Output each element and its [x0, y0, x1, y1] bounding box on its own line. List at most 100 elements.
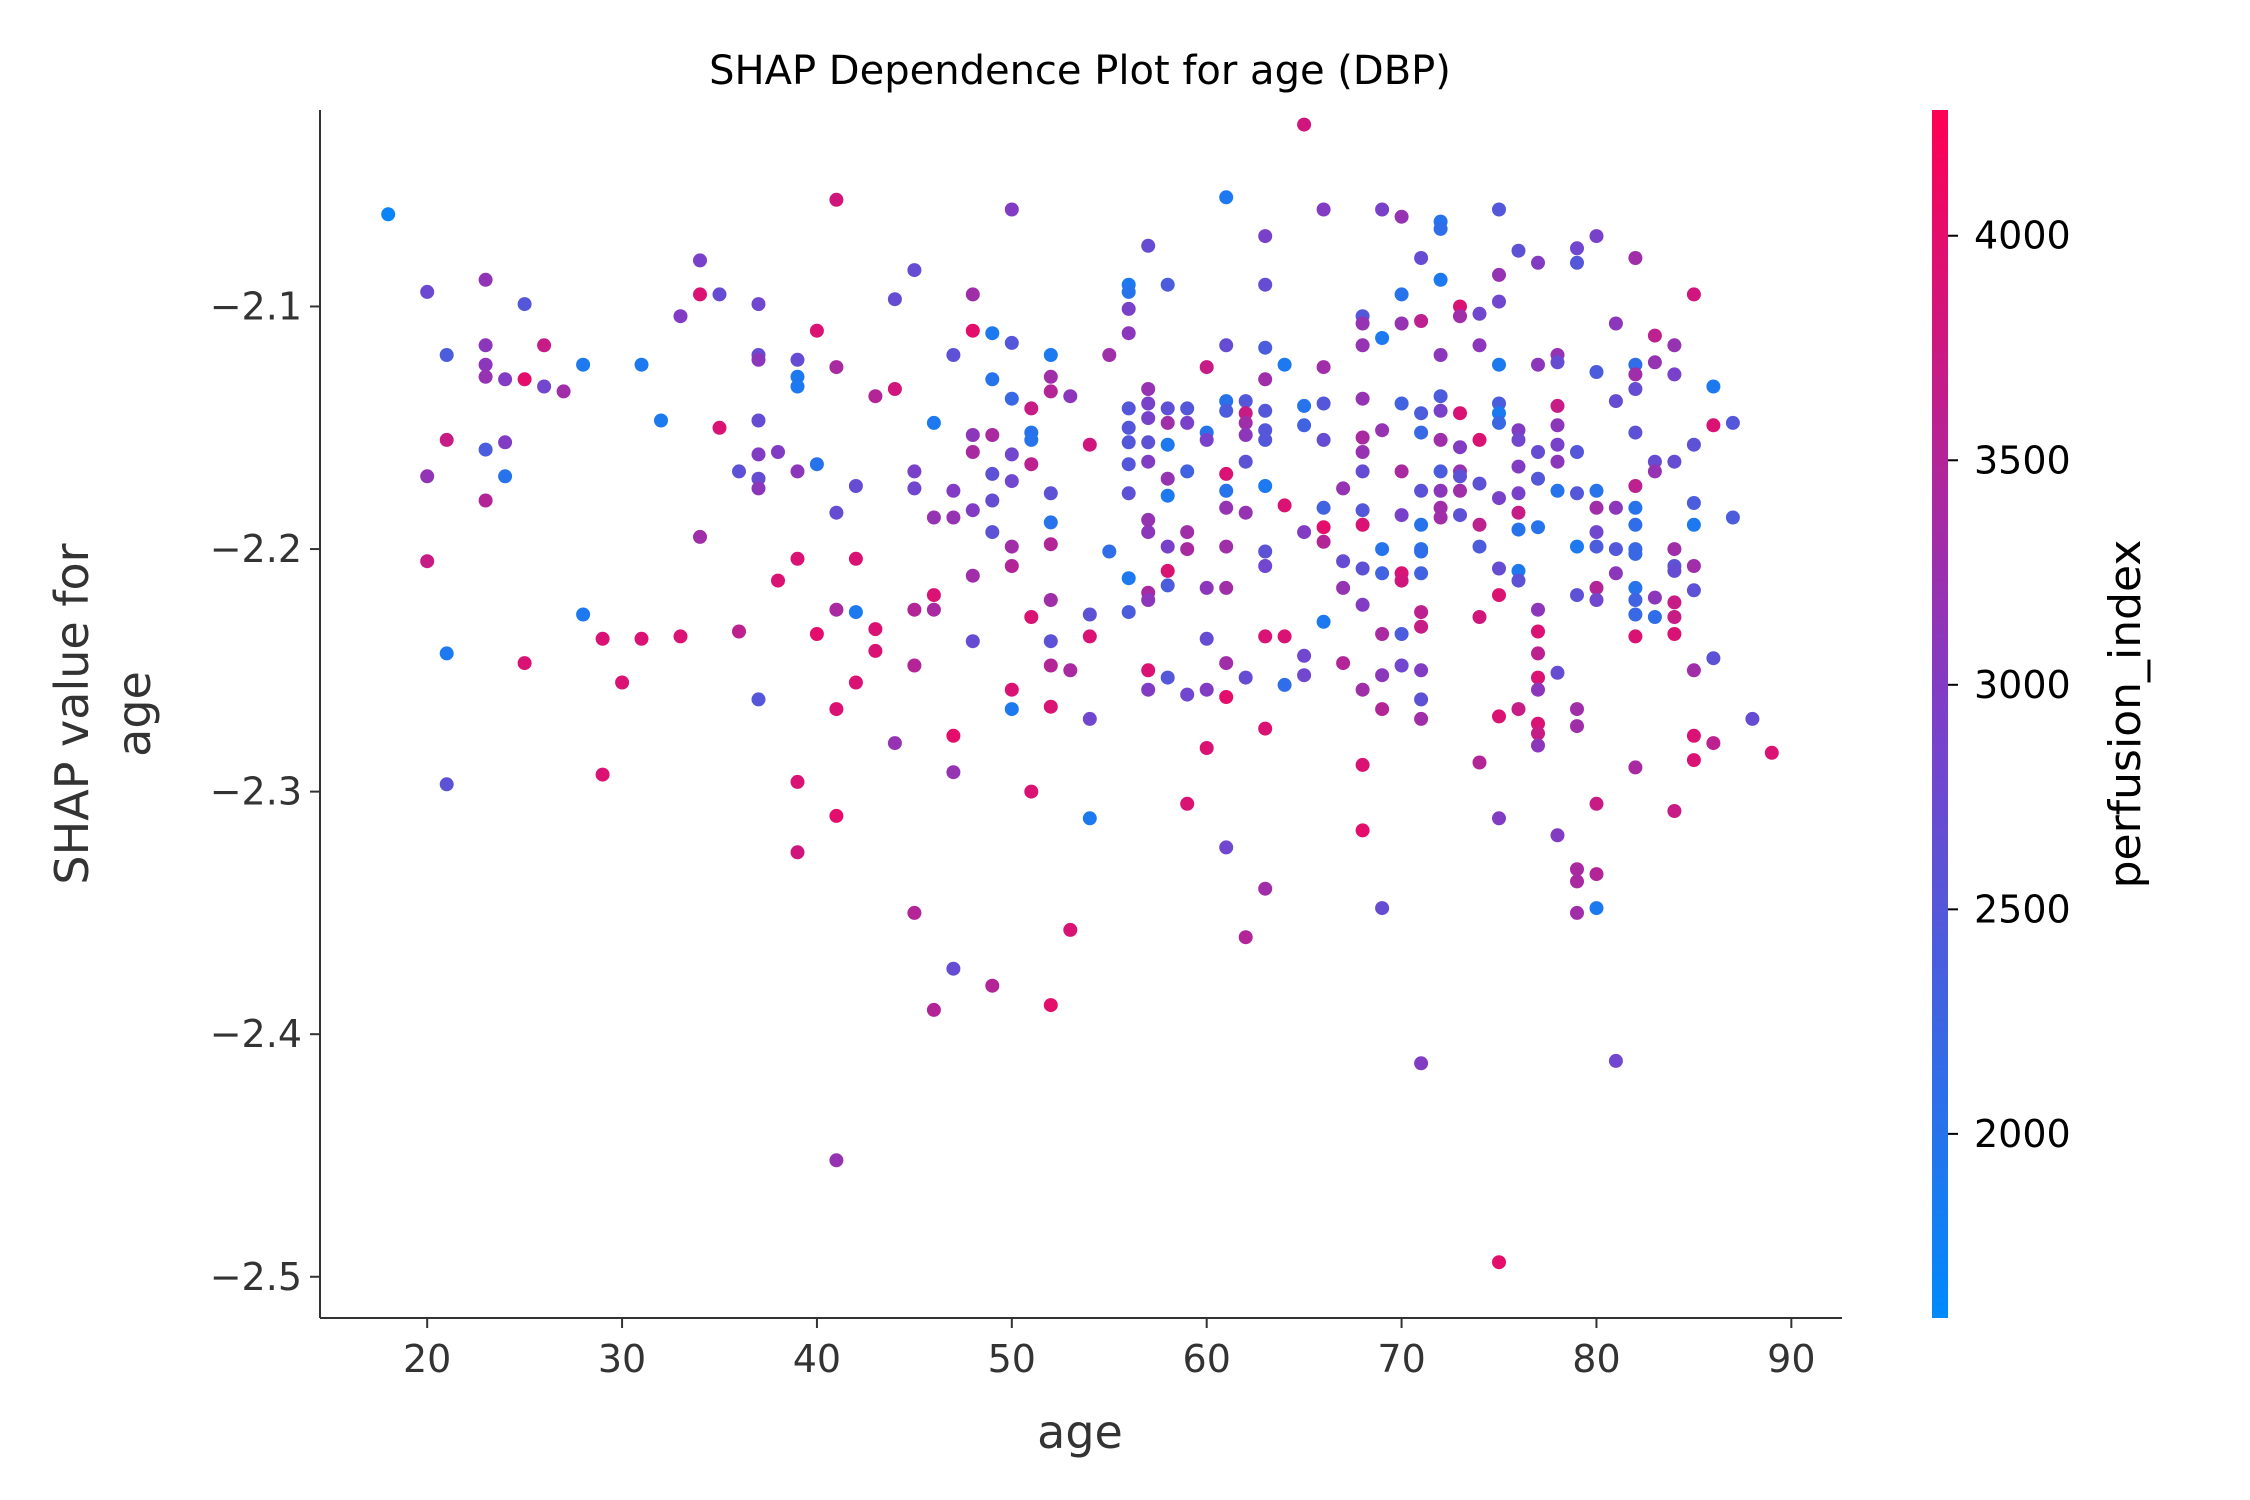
scatter-point [1141, 682, 1156, 697]
scatter-point [1414, 483, 1429, 498]
scatter-point [1608, 394, 1623, 409]
scatter-point [1024, 432, 1039, 447]
scatter-point [1589, 593, 1604, 607]
scatter-point [1199, 631, 1214, 646]
scatter-point [1316, 500, 1331, 515]
scatter-point [1550, 483, 1565, 498]
scatter-point [790, 379, 805, 394]
scatter-point [1628, 425, 1643, 440]
scatter-point [1004, 702, 1019, 717]
scatter-point [1394, 464, 1409, 479]
scatter-point [1238, 454, 1253, 469]
scatter-point [985, 372, 1000, 387]
scatter-point [1492, 267, 1506, 282]
scatter-point [1628, 251, 1643, 265]
scatter-point [1414, 566, 1429, 581]
scatter-point [907, 602, 922, 617]
scatter-point [1570, 905, 1584, 920]
y-axis-label-line: SHAP value for [45, 543, 99, 884]
scatter-point [1258, 340, 1273, 355]
scatter-point [1004, 539, 1019, 554]
scatter-point [1043, 537, 1058, 552]
scatter-point [848, 675, 863, 690]
scatter-point [790, 369, 805, 384]
scatter-point [1121, 301, 1136, 316]
scatter-point [576, 357, 591, 372]
scatter-point [848, 551, 863, 566]
scatter-point [1511, 486, 1526, 501]
scatter-point [1628, 517, 1643, 532]
scatter-point [1414, 619, 1429, 634]
scatter-point [1219, 690, 1234, 704]
scatter-point [1258, 881, 1273, 896]
scatter-point [1550, 437, 1565, 452]
scatter-point [1492, 811, 1506, 826]
scatter-point [907, 658, 922, 673]
scatter-point [1375, 702, 1390, 717]
scatter-point [381, 207, 396, 222]
scatter-point [1492, 406, 1506, 421]
scatter-point [1706, 379, 1721, 394]
scatter-point [1492, 294, 1506, 309]
scatter-point [1414, 692, 1429, 707]
scatter-point [595, 767, 610, 782]
scatter-point [1004, 682, 1019, 697]
scatter-point [1394, 316, 1409, 331]
scatter-point [1180, 464, 1195, 479]
scatter-point [1608, 500, 1623, 515]
scatter-point [1141, 454, 1156, 469]
scatter-point [1667, 338, 1682, 353]
scatter-point [1297, 648, 1312, 663]
scatter-point [1394, 396, 1409, 411]
scatter-point [771, 445, 785, 459]
scatter-point [1492, 588, 1506, 603]
scatter-point [1258, 277, 1273, 292]
scatter-point [1336, 554, 1351, 569]
scatter-point [732, 464, 746, 479]
scatter-point [790, 774, 805, 789]
scatter-point [1063, 922, 1078, 937]
scatter-point [1219, 394, 1234, 409]
scatter-point [809, 627, 824, 641]
scatter-point [1647, 328, 1662, 343]
scatter-point [926, 510, 941, 525]
scatter-point [1647, 464, 1662, 479]
scatter-point [1706, 651, 1721, 666]
scatter-point [1433, 221, 1448, 236]
scatter-point [1472, 755, 1487, 770]
scatter-point [1414, 425, 1429, 440]
scatter-point [1706, 736, 1721, 751]
scatter-point [751, 692, 766, 707]
scatter-point [1355, 503, 1370, 518]
scatter-point [634, 357, 649, 372]
scatter-point [1355, 561, 1370, 576]
scatter-point [1394, 627, 1409, 641]
scatter-point [1433, 510, 1448, 525]
scatter-point [1667, 542, 1682, 557]
scatter-point [1355, 517, 1370, 532]
scatter-point [1355, 597, 1370, 612]
scatter-point [1121, 326, 1136, 341]
scatter-point [1453, 508, 1467, 523]
scatter-point [1121, 420, 1136, 435]
y-axis-label: SHAP value for age [45, 543, 161, 884]
scatter-point [926, 588, 941, 603]
scatter-point [1764, 745, 1779, 760]
scatter-point [1258, 423, 1273, 438]
scatter-point [1531, 255, 1545, 270]
scatter-point [1004, 335, 1019, 350]
scatter-point [1433, 389, 1448, 404]
scatter-point [439, 432, 454, 447]
scatter-point [1219, 840, 1234, 855]
scatter-point [1667, 454, 1682, 469]
scatter-point [1531, 682, 1545, 697]
scatter-point [946, 961, 961, 976]
scatter-point [1258, 372, 1273, 387]
scatter-point [1570, 445, 1584, 459]
colorbar-label: perfusion_index [2100, 540, 2151, 889]
scatter-point [1647, 355, 1662, 370]
scatter-point [634, 631, 649, 646]
scatter-point [985, 493, 1000, 508]
scatter-point [693, 253, 707, 268]
scatter-point [985, 428, 1000, 442]
